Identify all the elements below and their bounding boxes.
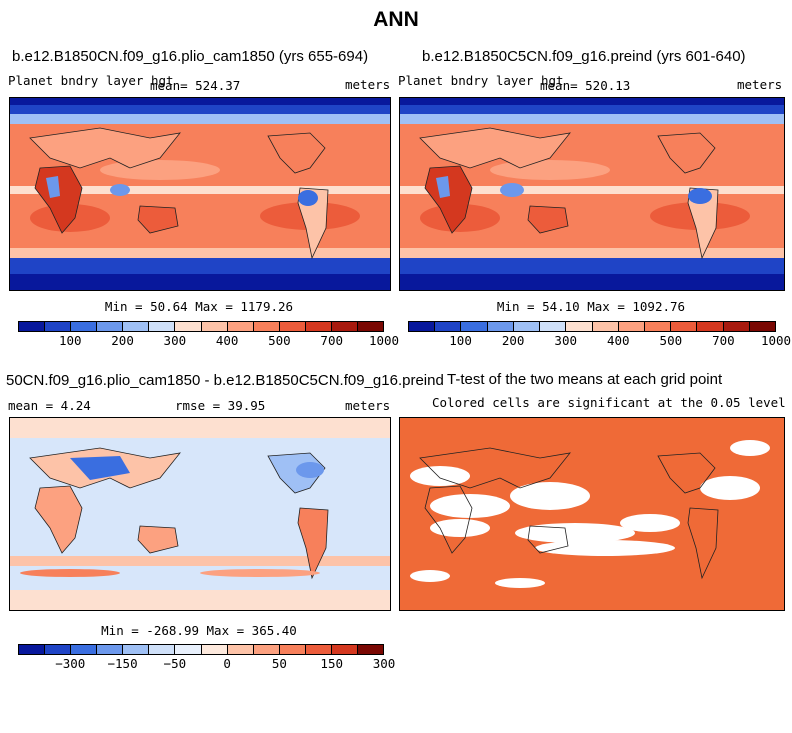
colorbar-swatch [279,645,306,654]
panel-d-subtitle: Colored cells are significant at the 0.0… [432,395,786,410]
colorbar-tick-label: −300 [55,656,86,671]
colorbar-tick-label: 100 [449,333,472,348]
colorbar-tick-label: 0 [223,656,231,671]
colorbar-swatch [435,322,462,331]
panel-c-colorbar-labels: −300 −150 −50 0 50 150 300 [18,656,395,672]
colorbar-swatch [175,322,202,331]
colorbar-tick-label: 300 [372,656,396,671]
colorbar-tick-label: 150 [320,656,343,671]
colorbar-swatch [331,645,359,654]
panel-b-variable-label: Planet bndry layer hgt [398,73,564,88]
colorbar-swatch [253,645,280,654]
colorbar-swatch [592,322,619,331]
colorbar-swatch [19,645,46,654]
panel-a-variable-label: Planet bndry layer hgt [8,73,174,88]
colorbar-swatch [618,322,645,331]
panel-d-title: T-test of the two means at each grid poi… [447,371,723,388]
colorbar-swatch [358,645,384,654]
colorbar-swatch [487,322,514,331]
panel-b-map [399,97,785,291]
panel-a-stats: Min = 50.64 Max = 1179.26 [104,299,294,314]
colorbar-swatch [540,322,567,331]
colorbar-swatch [45,322,72,331]
panel-d-map [399,417,785,611]
colorbar-swatch [644,322,672,331]
colorbar-swatch [201,645,228,654]
colorbar-swatch [305,645,332,654]
panel-c-title: 50CN.f09_g16.plio_cam1850 - b.e12.B1850C… [6,372,444,389]
colorbar-swatch [45,645,72,654]
colorbar-swatch [123,645,150,654]
colorbar-swatch [201,322,228,331]
panel-b-colorbar-labels: 100 200 300 400 500 700 1000 [408,333,791,349]
colorbar-tick-label: 500 [659,333,683,348]
colorbar-tick-label: −150 [107,656,138,671]
panel-c-stats: Min = -268.99 Max = 365.40 [101,623,297,638]
panel-b-mean-label: mean= 520.13 [540,78,631,93]
panel-a-map [9,97,391,291]
panel-a-colorbar [18,321,384,332]
colorbar-tick-label: 700 [712,333,735,348]
colorbar-swatch [97,322,124,331]
panel-b-colorbar [408,321,776,332]
panel-c-map [9,417,391,611]
colorbar-swatch [97,645,124,654]
colorbar-swatch [331,322,359,331]
colorbar-tick-label: 1000 [760,333,792,348]
colorbar-swatch [227,645,254,654]
panel-b-title: b.e12.B1850C5CN.f09_g16.preind (yrs 601-… [422,48,746,65]
panel-b-stats: Min = 54.10 Max = 1092.76 [496,299,686,314]
colorbar-tick-label: 200 [501,333,525,348]
colorbar-swatch [358,322,384,331]
colorbar-tick-label: 1000 [368,333,400,348]
colorbar-tick-label: −50 [163,656,187,671]
colorbar-swatch [123,322,150,331]
colorbar-swatch [175,645,202,654]
colorbar-swatch [149,645,176,654]
colorbar-swatch [71,645,98,654]
panel-a-mean-label: mean= 524.37 [150,78,241,93]
figure-title: ANN [373,8,419,31]
panel-c-mean-label: mean = 4.24 [8,398,91,413]
colorbar-swatch [71,322,98,331]
colorbar-tick-label: 400 [606,333,630,348]
colorbar-swatch [671,322,698,331]
colorbar-swatch [697,322,724,331]
colorbar-tick-label: 100 [58,333,82,348]
colorbar-swatch [513,322,541,331]
colorbar-swatch [305,322,332,331]
colorbar-swatch [279,322,306,331]
colorbar-tick-label: 300 [554,333,577,348]
panel-c-colorbar [18,644,384,655]
colorbar-tick-label: 700 [320,333,343,348]
colorbar-tick-label: 500 [268,333,291,348]
colorbar-tick-label: 300 [163,333,187,348]
panel-b-units-label: meters [737,77,783,92]
colorbar-swatch [723,322,750,331]
panel-c-units-label: meters [345,398,391,413]
colorbar-tick-label: 400 [215,333,239,348]
colorbar-swatch [409,322,436,331]
panel-c-rmse-label: rmse = 39.95 [175,398,266,413]
colorbar-swatch [19,322,46,331]
panel-a-units-label: meters [345,77,391,92]
colorbar-swatch [566,322,593,331]
colorbar-swatch [227,322,254,331]
colorbar-swatch [461,322,488,331]
panel-a-colorbar-labels: 100 200 300 400 500 700 1000 [18,333,399,349]
colorbar-swatch [149,322,176,331]
colorbar-tick-label: 200 [111,333,134,348]
panel-a-title: b.e12.B1850CN.f09_g16.plio_cam1850 (yrs … [12,48,369,65]
colorbar-swatch [749,322,776,331]
colorbar-swatch [253,322,280,331]
colorbar-tick-label: 50 [271,656,287,671]
